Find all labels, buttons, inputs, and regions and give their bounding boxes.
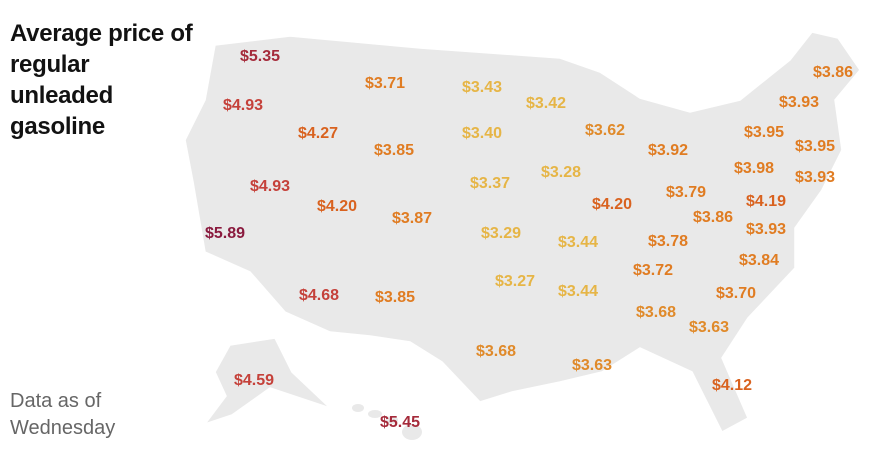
- price-label: $3.71: [365, 75, 405, 92]
- price-label: $3.63: [689, 319, 729, 336]
- price-labels: $5.35 $4.93 $3.71 $3.43 $3.42 $4.27 $3.85 $3.40…: [205, 48, 853, 431]
- price-label: $3.79: [666, 184, 706, 201]
- price-label: $4.27: [298, 125, 338, 142]
- price-label: $3.40: [462, 125, 502, 142]
- price-label: $3.84: [739, 252, 779, 269]
- price-label: $3.43: [462, 79, 502, 96]
- price-label: $3.42: [526, 95, 566, 112]
- price-label: $3.27: [495, 273, 535, 290]
- price-label: $3.95: [744, 124, 784, 141]
- price-label: $4.59: [234, 372, 274, 389]
- price-label: $4.93: [250, 178, 290, 195]
- contiguous-us: [184, 31, 861, 434]
- price-label: $3.44: [558, 283, 598, 300]
- price-label: $4.20: [592, 196, 632, 213]
- price-label: $3.29: [481, 225, 521, 242]
- price-label: $3.70: [716, 285, 756, 302]
- price-label: $3.98: [734, 160, 774, 177]
- price-label: $4.93: [223, 97, 263, 114]
- price-label: $3.95: [795, 138, 835, 155]
- price-label: $3.87: [392, 210, 432, 227]
- price-label: $3.28: [541, 164, 581, 181]
- price-label: $3.63: [572, 357, 612, 374]
- price-label: $3.93: [779, 94, 819, 111]
- price-label: $4.12: [712, 377, 752, 394]
- price-label: $3.92: [648, 142, 688, 159]
- title: Average price of regular unleaded gasoli…: [10, 20, 193, 140]
- price-label: $3.86: [813, 64, 853, 81]
- price-label: $3.86: [693, 209, 733, 226]
- price-label: $3.44: [558, 234, 598, 251]
- price-label: $4.20: [317, 198, 357, 215]
- price-label: $3.37: [470, 175, 510, 192]
- price-label: $3.85: [375, 289, 415, 306]
- price-label: $3.68: [636, 304, 676, 321]
- price-label: $3.68: [476, 343, 516, 360]
- price-label: $4.19: [746, 193, 786, 210]
- price-label: $5.89: [205, 225, 245, 242]
- note: Data as of Wednesday: [10, 390, 116, 439]
- price-label: $5.35: [240, 48, 280, 65]
- price-label: $3.62: [585, 122, 625, 139]
- price-label: $3.78: [648, 233, 688, 250]
- price-label: $3.93: [746, 221, 786, 238]
- price-label: $3.72: [633, 262, 673, 279]
- price-label: $3.93: [795, 169, 835, 186]
- price-label: $4.68: [299, 287, 339, 304]
- hawaii: [352, 404, 422, 440]
- price-label: $5.45: [380, 414, 420, 431]
- alaska: [202, 337, 331, 426]
- price-label: $3.85: [374, 142, 414, 159]
